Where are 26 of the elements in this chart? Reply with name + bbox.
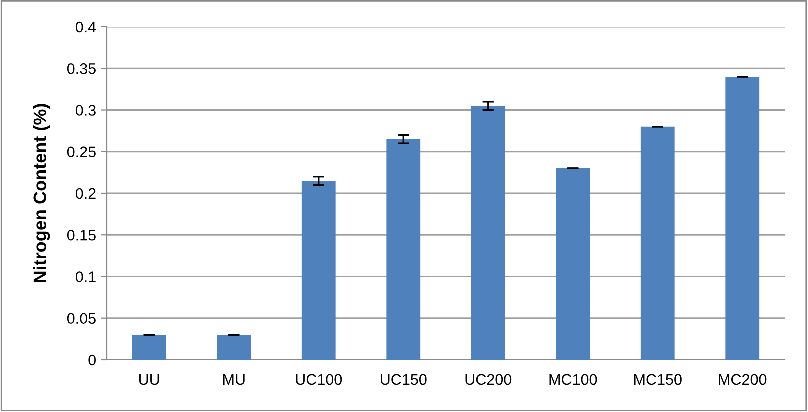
y-tick-label: 0.25 xyxy=(67,146,96,158)
x-tick-label: UU xyxy=(140,374,160,386)
bar xyxy=(386,139,421,360)
bar xyxy=(726,76,760,360)
x-tick-label: MC150 xyxy=(634,374,682,386)
x-tick-label: MC200 xyxy=(719,374,767,386)
y-tick-label: 0.05 xyxy=(67,313,96,324)
bar xyxy=(302,181,336,360)
y-tick-label: 0 xyxy=(88,354,96,366)
y-tick-label: 0.2 xyxy=(76,188,96,200)
y-tick-label: 0.4 xyxy=(76,22,96,33)
x-tick-label: MC100 xyxy=(550,374,598,386)
bar xyxy=(217,335,252,360)
y-tick-label: 0.3 xyxy=(76,105,96,116)
x-tick-label: UC200 xyxy=(466,374,512,386)
bar xyxy=(132,335,166,360)
y-tick-label: 0.35 xyxy=(67,63,96,74)
y-tick-label: 0.1 xyxy=(76,272,96,282)
bar xyxy=(640,126,675,360)
bar xyxy=(471,106,506,360)
x-tick-label: UC100 xyxy=(296,374,342,386)
x-tick-label: UC150 xyxy=(381,374,427,386)
bar xyxy=(556,168,590,360)
y-tick-label: 0.15 xyxy=(67,230,96,241)
y-axis-title: Nitrogen Content (%) xyxy=(33,104,50,283)
x-tick-label: MU xyxy=(224,374,245,386)
